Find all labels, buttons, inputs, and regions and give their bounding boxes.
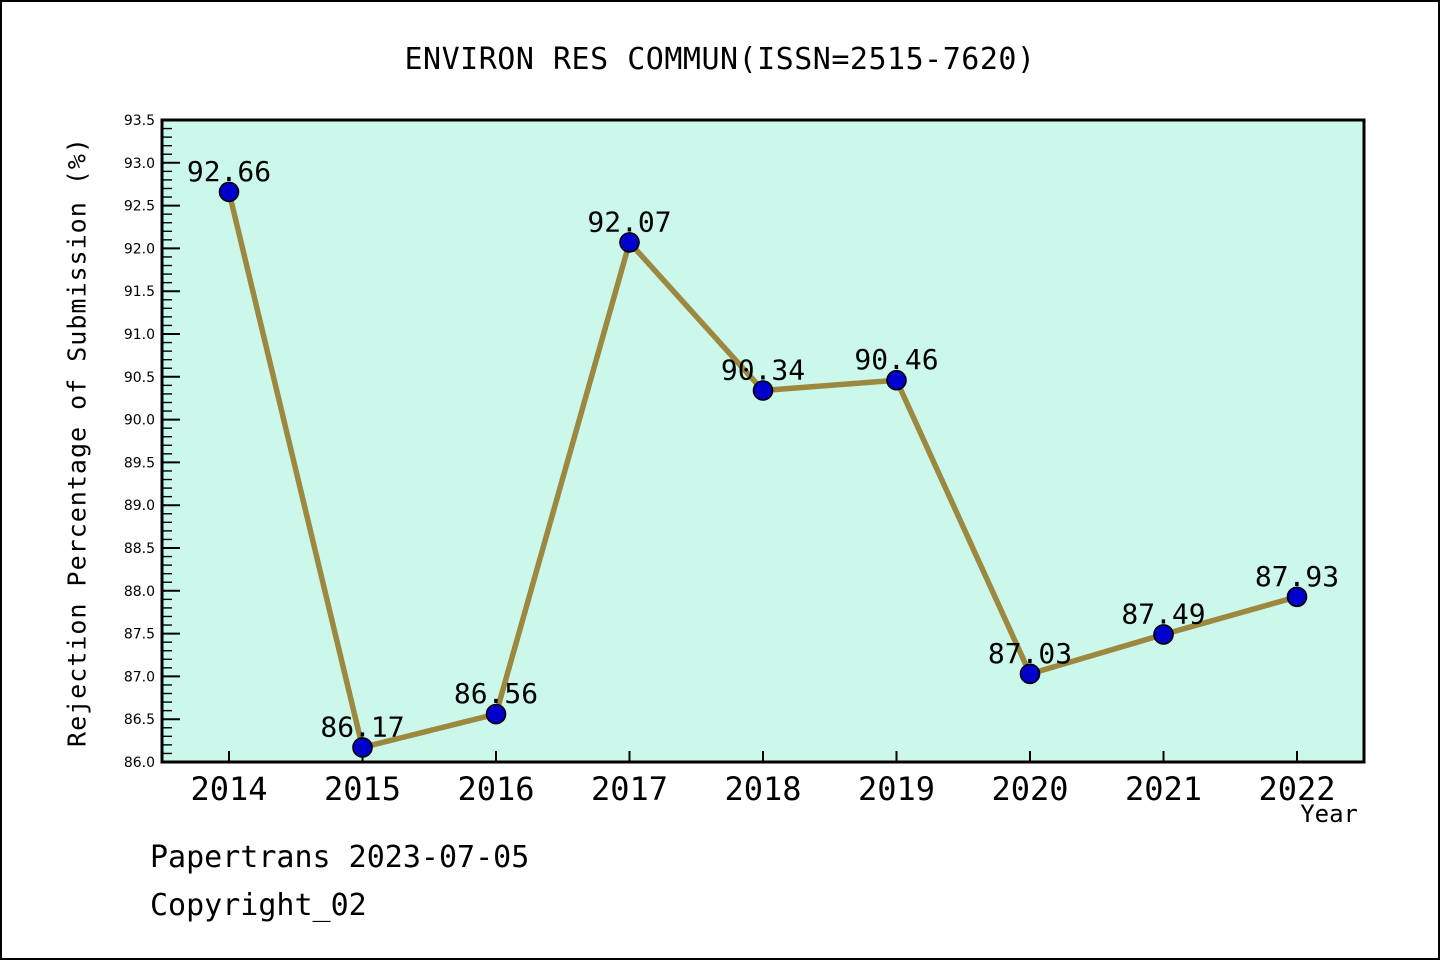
x-tick-label: 2017 — [591, 770, 668, 808]
data-point — [1286, 586, 1308, 608]
footer-copyright: Copyright_02 — [150, 888, 367, 923]
x-tick-label: 2014 — [190, 770, 267, 808]
y-tick-label: 88.5 — [124, 541, 155, 557]
y-tick-label: 92.0 — [124, 241, 155, 257]
data-point — [218, 181, 240, 203]
y-tick-label: 90.0 — [124, 413, 155, 429]
data-point — [752, 380, 774, 401]
data-point-label: 86.17 — [320, 710, 404, 743]
data-point-label: 92.66 — [187, 155, 271, 188]
y-tick-label: 88.0 — [124, 584, 155, 600]
plot-frame — [160, 118, 1366, 764]
x-tick-label: 2020 — [991, 770, 1068, 808]
data-point-label: 87.93 — [1255, 560, 1339, 593]
y-tick-label: 91.5 — [124, 284, 155, 300]
chart-title: ENVIRON RES COMMUN(ISSN=2515-7620) — [404, 42, 1036, 77]
data-point-label: 86.56 — [454, 677, 538, 710]
x-tick-label: 2021 — [1125, 770, 1202, 808]
y-tick-label: 89.5 — [124, 455, 155, 471]
y-tick-label: 87.5 — [124, 627, 155, 643]
y-tick-label: 89.0 — [124, 498, 155, 514]
data-point — [352, 737, 373, 758]
y-tick-label: 93.0 — [124, 156, 155, 172]
y-tick-label: 86.5 — [124, 712, 155, 728]
data-point — [1019, 663, 1041, 685]
x-tick-label: 2019 — [858, 770, 935, 808]
data-point-label: 90.34 — [721, 353, 805, 386]
x-tick-label: 2016 — [457, 770, 534, 808]
data-point-label: 92.07 — [587, 205, 671, 238]
data-point — [886, 369, 907, 391]
data-point-label: 87.03 — [988, 637, 1072, 670]
data-point — [485, 703, 507, 725]
y-tick-label: 86.0 — [124, 755, 155, 771]
y-tick-label: 90.5 — [124, 370, 155, 386]
data-point-label: 87.49 — [1121, 597, 1205, 630]
y-tick-label: 93.5 — [124, 113, 155, 129]
x-tick-label: 2018 — [724, 770, 801, 808]
y-tick-label: 87.0 — [124, 669, 155, 685]
x-tick-label: 2022 — [1258, 770, 1335, 808]
data-point — [619, 232, 640, 253]
x-tick-label: 2015 — [324, 770, 401, 808]
plot-area — [162, 120, 1364, 762]
y-tick-label: 91.0 — [124, 327, 155, 343]
data-point-label: 90.46 — [854, 343, 938, 376]
x-axis-label: Year — [1300, 800, 1358, 828]
y-axis-label: Rejection Percentage of Submission (%) — [62, 137, 92, 747]
data-point — [1153, 624, 1174, 645]
footer-source-date: Papertrans 2023-07-05 — [150, 840, 530, 875]
y-tick-label: 92.5 — [124, 199, 155, 215]
